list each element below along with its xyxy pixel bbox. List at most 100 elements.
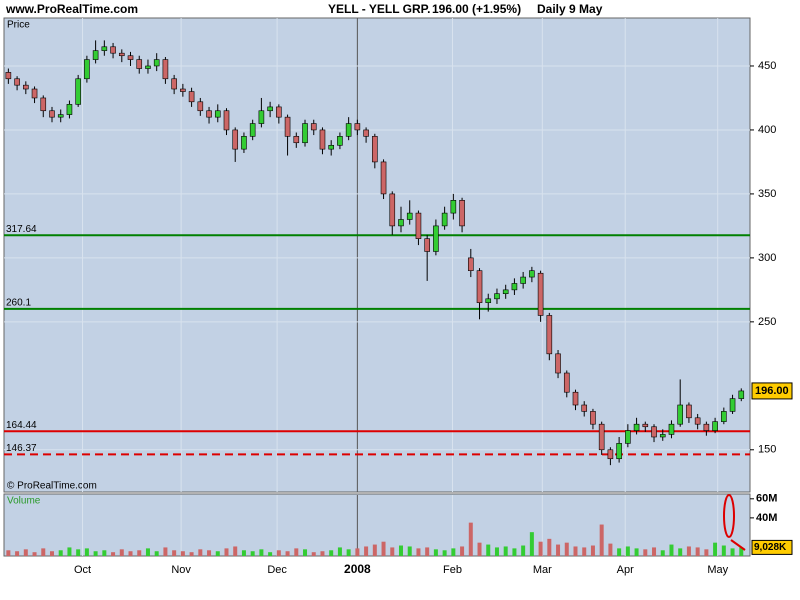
volume-bar — [590, 545, 595, 556]
volume-bar — [678, 548, 683, 556]
volume-bar — [643, 549, 648, 556]
candle-body — [546, 315, 553, 355]
candle-body — [206, 110, 212, 118]
candle-body — [712, 421, 718, 431]
y-label: Price — [7, 20, 30, 31]
volume-bar — [250, 551, 255, 556]
last-price-box — [751, 382, 793, 400]
volume-bar — [669, 544, 674, 556]
candle-body — [616, 443, 622, 460]
volume-bar — [381, 541, 386, 556]
volume-bar — [582, 547, 587, 556]
x-tick-label: Oct — [74, 564, 91, 576]
candle-body — [398, 219, 404, 227]
candle-body — [729, 398, 736, 412]
candle-body — [319, 129, 326, 150]
volume-bar — [652, 547, 657, 556]
candle-body — [31, 88, 38, 99]
volume-bar — [285, 551, 290, 556]
volume-bar — [739, 547, 744, 556]
candle-body — [467, 257, 474, 271]
candle-body — [406, 212, 413, 220]
volume-bar — [704, 549, 709, 556]
volume-bar — [451, 548, 456, 556]
candle-body — [310, 123, 317, 131]
volume-bar — [102, 550, 107, 556]
x-tick-label: Apr — [617, 564, 634, 576]
highlight-arrow — [730, 539, 746, 551]
volume-bar — [189, 552, 194, 556]
volume-bar — [268, 552, 273, 556]
volume-bar — [634, 548, 639, 556]
volume-bar — [599, 524, 604, 556]
volume-bar — [32, 552, 37, 556]
candle-body — [363, 129, 369, 137]
volume-bar — [172, 550, 177, 556]
candle-body — [249, 123, 256, 137]
candle-body — [721, 411, 727, 422]
volume-bar — [6, 550, 11, 556]
candle-body — [92, 50, 99, 60]
volume-bar — [372, 544, 377, 556]
volume-bar — [154, 551, 159, 556]
level-label: 164.44 — [6, 420, 37, 431]
candle-body — [293, 136, 300, 144]
candle-body — [459, 200, 465, 227]
x-tick-label: May — [707, 564, 728, 576]
candle-body — [258, 110, 265, 124]
level-label: 146.37 — [6, 443, 37, 454]
candle-body — [276, 106, 282, 118]
candle-body — [354, 123, 361, 131]
candle-body — [23, 84, 29, 90]
candle-body — [642, 423, 649, 428]
price-panel — [3, 17, 751, 493]
candle-body — [633, 423, 640, 431]
volume-bar — [390, 547, 395, 556]
volume-bar — [494, 547, 499, 556]
volume-bar — [233, 546, 238, 556]
volume-bar — [486, 544, 491, 556]
volume-bar — [538, 541, 543, 556]
volume-bar — [686, 546, 691, 556]
candle-body — [659, 434, 666, 438]
volume-bar — [617, 548, 622, 556]
candle-body — [485, 298, 492, 303]
copyright: © ProRealTime.com — [7, 481, 97, 492]
candle-body — [49, 110, 55, 118]
candle-body — [197, 101, 204, 112]
y-tick-label: 40M — [756, 512, 777, 524]
volume-bar — [259, 549, 264, 556]
volume-bar — [41, 548, 46, 556]
candle-body — [5, 72, 12, 80]
volume-bar — [128, 551, 133, 556]
y-tick-label: 300 — [758, 252, 776, 264]
x-tick-label: Dec — [267, 564, 287, 576]
volume-bar — [84, 548, 89, 556]
candle-body — [284, 116, 291, 137]
volume-label-box — [751, 539, 793, 555]
chart-title: YELL - YELL GRP. — [328, 2, 430, 16]
volume-bar — [521, 545, 526, 556]
candle-body — [555, 353, 561, 374]
volume-bar — [215, 551, 220, 556]
volume-bar — [198, 549, 203, 556]
period: Daily 9 May — [537, 2, 603, 16]
candle-body — [145, 65, 151, 69]
volume-bar — [556, 544, 561, 556]
volume-bar — [111, 552, 116, 556]
volume-bar — [67, 547, 72, 556]
volume-label: Volume — [7, 496, 41, 507]
candle-body — [127, 55, 134, 60]
volume-bar — [564, 542, 569, 556]
candle-body — [668, 423, 675, 435]
candle-body — [267, 106, 273, 112]
candle-body — [598, 423, 605, 451]
volume-bar — [49, 551, 54, 556]
volume-bar — [407, 546, 412, 556]
volume-bar — [76, 549, 81, 556]
volume-bar — [311, 552, 316, 556]
candle-body — [625, 430, 631, 444]
candle-body — [607, 449, 614, 460]
volume-value-label: 9,028K — [754, 542, 787, 553]
volume-bar — [660, 550, 665, 556]
